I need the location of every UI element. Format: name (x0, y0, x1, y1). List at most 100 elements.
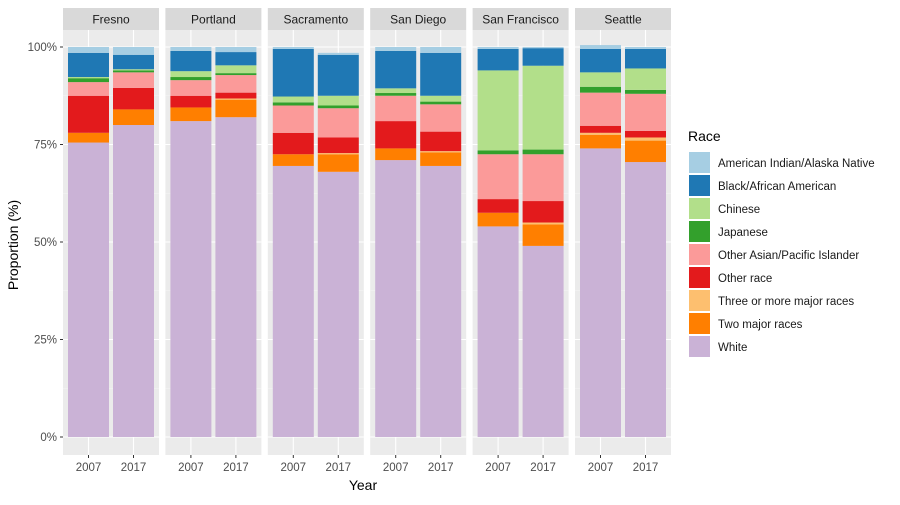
bar-segment (317, 153, 359, 155)
bar-segment (625, 47, 666, 49)
bar-segment (68, 95, 109, 133)
x-tick-label: 2007 (485, 462, 511, 474)
bar-segment (522, 65, 564, 150)
bar-segment (317, 137, 359, 154)
bar-segment (68, 47, 109, 53)
bar-segment (580, 45, 621, 49)
legend-item: Two major races (689, 313, 803, 334)
bar-segment (317, 52, 359, 55)
bar-segment (477, 154, 519, 200)
bar-segment (522, 48, 564, 66)
bar-segment (420, 151, 462, 153)
bar-segment (272, 96, 314, 103)
facet-strip (63, 8, 159, 30)
legend-item: Three or more major races (689, 290, 854, 311)
x-tick-label: 2017 (326, 462, 352, 474)
legend-item: Chinese (689, 198, 760, 219)
legend-key (689, 244, 710, 265)
bar-segment (580, 48, 621, 73)
x-tick-label: 2007 (76, 462, 102, 474)
legend-item: Other Asian/Pacific Islander (689, 244, 859, 265)
legend-key (689, 313, 710, 334)
x-tick-label: 2017 (530, 462, 556, 474)
bar-segment (375, 88, 417, 94)
bar-segment (375, 148, 417, 161)
legend-label: Black/African American (718, 181, 836, 193)
facet-panel: San Francisco 2007 2017 (472, 8, 569, 474)
bar-segment (113, 47, 154, 55)
bar-segment (170, 107, 212, 122)
legend-label: Other Asian/Pacific Islander (718, 250, 859, 262)
bar-segment (375, 93, 417, 96)
bar-segment (625, 68, 666, 90)
bar-segment (215, 99, 257, 118)
y-tick-label: 0% (40, 432, 57, 444)
legend-label: Other race (718, 273, 772, 285)
y-tick-label: 100% (28, 42, 57, 54)
bar-segment (215, 65, 257, 74)
bar-segment (375, 47, 417, 51)
bar-segment (375, 95, 417, 122)
bar-segment (215, 73, 257, 76)
facet-panel: San Diego 2007 2017 (370, 8, 467, 474)
bar-segment (580, 72, 621, 87)
bar-segment (215, 52, 257, 66)
bar-segment (317, 154, 359, 172)
legend-label: American Indian/Alaska Native (718, 158, 875, 170)
bar-segment (317, 105, 359, 109)
facet-label: Seattle (604, 13, 642, 27)
legend-item: Japanese (689, 221, 768, 242)
legend-key (689, 175, 710, 196)
bar-segment (68, 77, 109, 79)
bar-segment (477, 48, 519, 71)
bar-segment (420, 95, 462, 102)
bar-segment (625, 89, 666, 94)
y-tick-label: 75% (34, 140, 57, 152)
y-tick-label: 25% (34, 335, 57, 347)
facet-strip (575, 8, 671, 30)
bar-segment (170, 71, 212, 78)
facet-label: Sacramento (283, 13, 348, 27)
facet-label: San Diego (390, 13, 446, 27)
bar-segment (477, 226, 519, 437)
bar-segment (170, 121, 212, 437)
bar-segment (215, 98, 257, 100)
facet-label: Fresno (92, 13, 130, 27)
bar-segment (580, 92, 621, 126)
bar-segment (215, 117, 257, 437)
legend-item: Black/African American (689, 175, 836, 196)
bar-segment (522, 154, 564, 202)
bar-segment (522, 47, 564, 49)
x-tick-label: 2007 (383, 462, 409, 474)
bar-segment (68, 82, 109, 96)
bar-segment (477, 199, 519, 213)
legend-key (689, 152, 710, 173)
bar-segment (522, 245, 564, 437)
bar-segment (272, 132, 314, 155)
bar-segment (272, 154, 314, 166)
bar-segment (420, 104, 462, 132)
facet-label: Portland (191, 13, 236, 27)
facet-label: San Francisco (482, 13, 559, 27)
bar-segment (375, 160, 417, 437)
x-tick-label: 2007 (178, 462, 204, 474)
bar-segment (522, 201, 564, 223)
y-tick-label: 50% (34, 237, 57, 249)
legend-label: Three or more major races (718, 296, 854, 308)
facet-strip (165, 8, 262, 30)
facet-strip (472, 8, 569, 30)
bar-segment (170, 77, 212, 81)
bar-segment (317, 95, 359, 106)
x-tick-label: 2017 (121, 462, 147, 474)
x-tick-label: 2017 (428, 462, 454, 474)
legend-label: Japanese (718, 227, 768, 239)
bar-segment (625, 130, 666, 138)
bar-segment (420, 101, 462, 105)
bar-segment (272, 48, 314, 97)
facet-strip (267, 8, 364, 30)
bar-segment (477, 212, 519, 227)
bar-segment (580, 132, 621, 135)
bar-segment (317, 54, 359, 96)
bar-segment (477, 70, 519, 151)
